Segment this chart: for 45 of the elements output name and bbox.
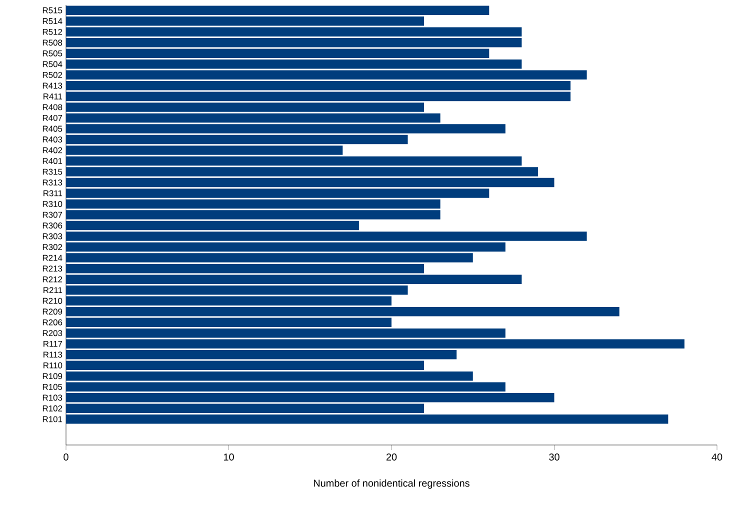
y-tick-label: R211	[44, 287, 62, 294]
y-tick-label: R504	[42, 61, 62, 68]
y-tick-label: R401	[42, 158, 62, 164]
y-tick-label: R413	[42, 82, 62, 89]
x-tick-label: 30	[549, 454, 560, 461]
y-tick-label: R514	[42, 18, 62, 24]
y-tick-label: R402	[42, 147, 62, 154]
x-tick-label: 10	[224, 454, 234, 461]
y-tick-label: R310	[42, 201, 62, 208]
y-tick-label: R109	[42, 373, 62, 380]
y-tick-label: R209	[42, 308, 62, 315]
y-tick-label: R302	[42, 244, 62, 250]
y-tick-label: R101	[42, 416, 62, 422]
y-tick-label: R113	[44, 352, 62, 358]
y-tick-label: R307	[42, 212, 62, 218]
y-tick-label: R407	[42, 114, 62, 121]
y-tick-label: R110	[44, 362, 62, 368]
y-tick-label: R403	[42, 136, 62, 142]
y-tick-label: R408	[42, 104, 62, 110]
y-tick-label: R405	[42, 126, 62, 132]
y-tick-label: R206	[42, 319, 62, 326]
y-tick-label: R512	[42, 28, 62, 35]
y-tick-label: R515	[42, 7, 62, 14]
y-tick-label: R311	[44, 190, 62, 196]
y-tick-label: R212	[42, 276, 62, 282]
y-tick-label: R117	[44, 340, 62, 347]
x-axis-title: Number of nonidentical regressions	[314, 479, 470, 489]
y-tick-label: R303	[42, 233, 62, 240]
x-tick-label: 20	[386, 454, 397, 461]
y-tick-label: R508	[42, 40, 62, 46]
y-tick-label: R203	[42, 330, 62, 336]
y-tick-label: R213	[42, 266, 62, 272]
y-tick-label: R315	[42, 168, 62, 175]
y-tick-label: R505	[42, 50, 62, 56]
y-tick-label: R214	[42, 254, 62, 261]
y-tick-label: R502	[42, 72, 62, 78]
x-tick-label: 0	[64, 454, 68, 461]
y-tick-label: R411	[44, 94, 62, 100]
y-tick-label: R306	[42, 222, 62, 229]
y-tick-label: R313	[42, 180, 62, 186]
y-tick-label: R102	[42, 405, 62, 412]
y-tick-label: R210	[42, 298, 62, 304]
x-tick-label: 40	[712, 454, 722, 461]
y-tick-label: R103	[42, 394, 62, 401]
y-tick-label: R105	[42, 384, 62, 390]
